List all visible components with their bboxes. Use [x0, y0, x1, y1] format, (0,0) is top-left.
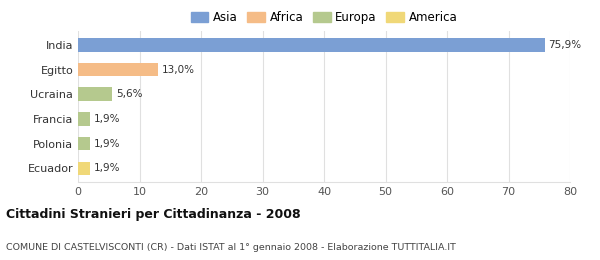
- Text: 1,9%: 1,9%: [94, 139, 120, 149]
- Bar: [78, 137, 89, 151]
- Bar: [78, 112, 89, 126]
- Text: COMUNE DI CASTELVISCONTI (CR) - Dati ISTAT al 1° gennaio 2008 - Elaborazione TUT: COMUNE DI CASTELVISCONTI (CR) - Dati IST…: [6, 243, 456, 252]
- Text: 1,9%: 1,9%: [94, 114, 120, 124]
- Text: 75,9%: 75,9%: [548, 40, 581, 50]
- Bar: [78, 38, 545, 52]
- Text: 5,6%: 5,6%: [116, 89, 143, 99]
- Text: 13,0%: 13,0%: [161, 64, 194, 75]
- Bar: [78, 161, 89, 175]
- Text: 1,9%: 1,9%: [94, 163, 120, 173]
- Text: Cittadini Stranieri per Cittadinanza - 2008: Cittadini Stranieri per Cittadinanza - 2…: [6, 209, 301, 222]
- Bar: [78, 63, 158, 76]
- Bar: [78, 87, 112, 101]
- Legend: Asia, Africa, Europa, America: Asia, Africa, Europa, America: [188, 9, 460, 26]
